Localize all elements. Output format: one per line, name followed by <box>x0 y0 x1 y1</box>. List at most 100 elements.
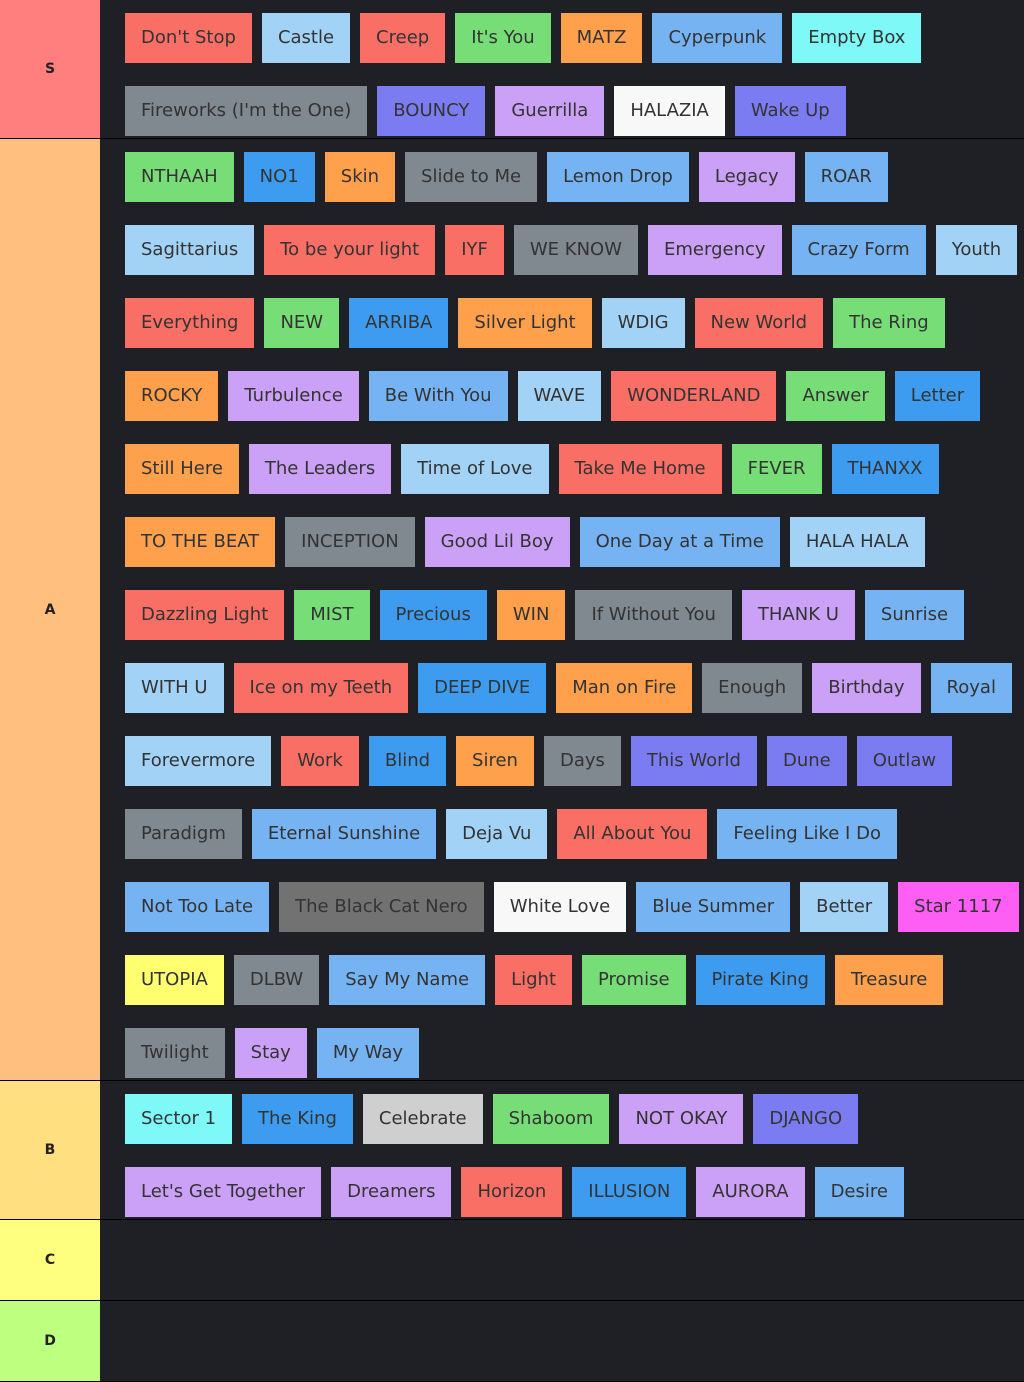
tier-item[interactable]: Not Too Late <box>125 882 270 932</box>
tier-item[interactable]: TO THE BEAT <box>125 517 276 567</box>
tier-item[interactable]: Creep <box>360 13 446 63</box>
tier-item[interactable]: Don't Stop <box>125 13 252 63</box>
tier-item[interactable]: The King <box>242 1094 353 1144</box>
tier-item[interactable]: Sagittarius <box>125 225 255 275</box>
tier-item[interactable]: Horizon <box>461 1167 563 1217</box>
tier-item[interactable]: Light <box>495 955 572 1005</box>
tier-item[interactable]: Skin <box>324 152 396 202</box>
tier-item[interactable]: NO1 <box>243 152 315 202</box>
tier-item[interactable]: THANXX <box>831 444 939 494</box>
tier-item[interactable]: BOUNCY <box>377 86 486 136</box>
tier-item[interactable]: AURORA <box>696 1167 805 1217</box>
tier-item[interactable]: This World <box>630 736 757 786</box>
tier-item[interactable]: Legacy <box>698 152 795 202</box>
tier-item[interactable]: INCEPTION <box>285 517 415 567</box>
tier-item[interactable]: Blind <box>368 736 447 786</box>
tier-item[interactable]: Royal <box>930 663 1012 713</box>
tier-item[interactable]: Say My Name <box>329 955 486 1005</box>
tier-item[interactable]: Take Me Home <box>558 444 722 494</box>
tier-item[interactable]: NEW <box>264 298 340 348</box>
tier-item[interactable]: UTOPIA <box>125 955 224 1005</box>
tier-item[interactable]: DEEP DIVE <box>418 663 547 713</box>
tier-item[interactable]: Stay <box>234 1028 307 1078</box>
tier-item[interactable]: Paradigm <box>125 809 242 859</box>
tier-item[interactable]: Still Here <box>125 444 239 494</box>
tier-item[interactable]: Dazzling Light <box>125 590 285 640</box>
tier-item[interactable]: ARRIBA <box>349 298 449 348</box>
tier-item[interactable]: Pirate King <box>695 955 825 1005</box>
tier-item[interactable]: Lemon Drop <box>547 152 689 202</box>
tier-item[interactable]: Blue Summer <box>636 882 791 932</box>
tier-item[interactable]: Time of Love <box>401 444 549 494</box>
tier-item[interactable]: Dreamers <box>331 1167 452 1217</box>
tier-item[interactable]: Siren <box>456 736 534 786</box>
tier-item[interactable]: ROCKY <box>125 371 219 421</box>
tier-item[interactable]: WE KNOW <box>513 225 639 275</box>
tier-item[interactable]: The Ring <box>833 298 945 348</box>
tier-item[interactable]: WAVE <box>517 371 602 421</box>
tier-item[interactable]: Precious <box>379 590 487 640</box>
tier-item[interactable]: Everything <box>125 298 255 348</box>
tier-item[interactable]: Slide to Me <box>405 152 538 202</box>
tier-item[interactable]: It's You <box>455 13 551 63</box>
tier-item[interactable]: THANK U <box>741 590 855 640</box>
tier-item[interactable]: The Leaders <box>248 444 392 494</box>
tier-item[interactable]: ILLUSION <box>572 1167 687 1217</box>
tier-item[interactable]: The Black Cat Nero <box>279 882 484 932</box>
tier-item[interactable]: Fireworks (I'm the One) <box>125 86 368 136</box>
tier-item[interactable]: Castle <box>261 13 351 63</box>
tier-item[interactable]: Enough <box>702 663 803 713</box>
tier-item[interactable]: Birthday <box>812 663 921 713</box>
tier-item[interactable]: Man on Fire <box>556 663 693 713</box>
tier-item[interactable]: HALA HALA <box>789 517 925 567</box>
tier-item[interactable]: MIST <box>294 590 370 640</box>
tier-item[interactable]: New World <box>694 298 824 348</box>
tier-item[interactable]: NTHAAH <box>125 152 234 202</box>
tier-item[interactable]: White Love <box>493 882 627 932</box>
tier-item[interactable]: Youth <box>935 225 1018 275</box>
tier-item[interactable]: Wake Up <box>734 86 846 136</box>
tier-item[interactable]: FEVER <box>731 444 822 494</box>
tier-item[interactable]: Crazy Form <box>791 225 926 275</box>
tier-item[interactable]: Emergency <box>648 225 782 275</box>
tier-item[interactable]: Answer <box>786 371 885 421</box>
tier-item[interactable]: HALAZIA <box>614 86 725 136</box>
tier-item[interactable]: ROAR <box>804 152 888 202</box>
tier-item[interactable]: Empty Box <box>792 13 922 63</box>
tier-item[interactable]: IYF <box>445 225 504 275</box>
tier-item[interactable]: DLBW <box>233 955 320 1005</box>
tier-item[interactable]: WIN <box>496 590 566 640</box>
tier-item[interactable]: My Way <box>316 1028 420 1078</box>
tier-item[interactable]: Ice on my Teeth <box>233 663 409 713</box>
tier-item[interactable]: WITH U <box>125 663 224 713</box>
tier-item[interactable]: If Without You <box>575 590 732 640</box>
tier-item[interactable]: Letter <box>894 371 981 421</box>
tier-item[interactable]: Promise <box>582 955 686 1005</box>
tier-item[interactable]: Shaboom <box>492 1094 610 1144</box>
tier-item[interactable]: Desire <box>814 1167 904 1217</box>
tier-item[interactable]: Silver Light <box>458 298 592 348</box>
tier-item[interactable]: Treasure <box>834 955 944 1005</box>
tier-item[interactable]: Guerrilla <box>495 86 605 136</box>
tier-item[interactable]: Cyperpunk <box>652 13 783 63</box>
tier-item[interactable]: One Day at a Time <box>579 517 780 567</box>
tier-item[interactable]: Good Lil Boy <box>424 517 570 567</box>
tier-item[interactable]: NOT OKAY <box>619 1094 744 1144</box>
tier-item[interactable]: Sector 1 <box>125 1094 233 1144</box>
tier-item[interactable]: Eternal Sunshine <box>251 809 437 859</box>
tier-item[interactable]: DJANGO <box>753 1094 859 1144</box>
tier-item[interactable]: Turbulence <box>228 371 359 421</box>
tier-item[interactable]: Celebrate <box>362 1094 483 1144</box>
tier-item[interactable]: Days <box>543 736 621 786</box>
tier-item[interactable]: Deja Vu <box>446 809 548 859</box>
tier-item[interactable]: Sunrise <box>864 590 965 640</box>
tier-item[interactable]: WONDERLAND <box>611 371 777 421</box>
tier-item[interactable]: Let's Get Together <box>125 1167 322 1217</box>
tier-item[interactable]: Better <box>800 882 889 932</box>
tier-item[interactable]: To be your light <box>264 225 436 275</box>
tier-item[interactable]: Work <box>281 736 359 786</box>
tier-item[interactable]: Forevermore <box>125 736 272 786</box>
tier-item[interactable]: Star 1117 <box>898 882 1019 932</box>
tier-item[interactable]: Twilight <box>125 1028 225 1078</box>
tier-item[interactable]: Dune <box>766 736 847 786</box>
